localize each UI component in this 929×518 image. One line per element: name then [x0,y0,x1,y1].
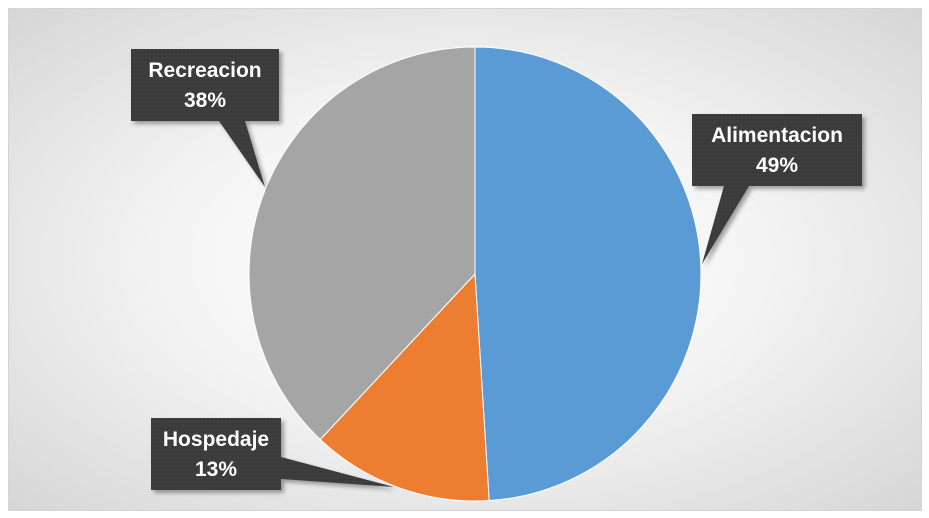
pie-slice-recreacion [248,46,476,441]
data-label-callouts: Alimentacion 49% Hospedaje 13% Recreacion 38% [131,49,862,490]
pie-slices [248,46,702,502]
data-label-category: Alimentacion [711,124,843,147]
callout-pointer [219,121,265,187]
data-label-category: Recreacion [148,59,261,82]
data-label-percent: 13% [195,458,237,481]
callout-pointer [702,186,749,264]
pie-slice-hospedaje [319,272,490,502]
callout-recreacion: Recreacion 38% [131,49,279,187]
callout-hospedaje: Hospedaje 13% [151,418,394,490]
data-label-category: Hospedaje [163,428,269,451]
data-label-percent: 38% [184,89,226,112]
callout-box [692,114,862,186]
callout-box [131,49,279,121]
pie-slice-alimentacion [474,46,702,502]
data-label-percent: 49% [756,154,798,177]
callout-box [151,418,281,490]
callout-pointer [281,457,394,487]
pie-chart: Alimentacion 49% Hospedaje 13% Recreacion 38% [131,46,862,502]
chart-area: Alimentacion 49% Hospedaje 13% Recreacion 38% [8,8,922,511]
callout-alimentacion: Alimentacion 49% [692,114,862,264]
